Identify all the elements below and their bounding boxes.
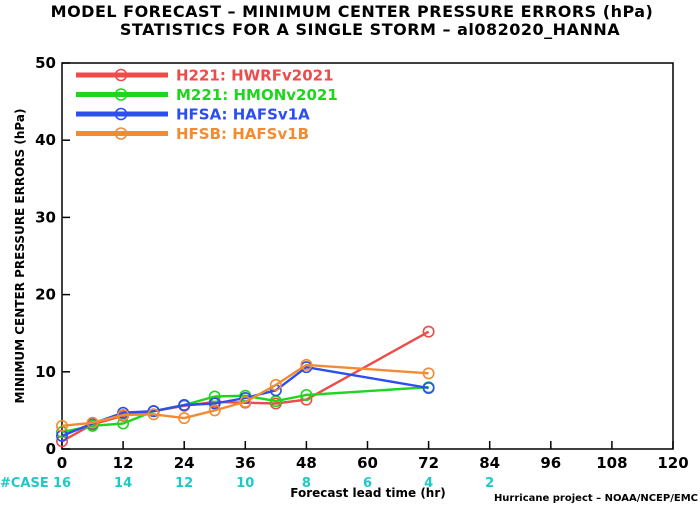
- series-layer: [55, 325, 435, 448]
- x-tick-label: 0: [57, 454, 67, 472]
- legend-label: HFSB: HAFSv1B: [176, 125, 309, 143]
- chart-subtitle: STATISTICS FOR A SINGLE STORM – al082020…: [120, 20, 620, 39]
- data-point: [178, 412, 191, 425]
- legend-label: M221: HMONv2021: [176, 86, 338, 104]
- case-count-value: 4: [424, 476, 433, 491]
- data-point: [208, 404, 221, 417]
- x-tick-label: 36: [235, 454, 256, 472]
- legend-label: H221: HWRFv2021: [176, 67, 334, 85]
- x-tick-label: 12: [113, 454, 134, 472]
- y-tick-label: 50: [35, 54, 56, 72]
- data-point: [422, 367, 435, 380]
- data-point: [300, 358, 313, 371]
- axis-ticks: 0 12 24 36 48 60 72 84 96 108 120 0 10 20 30 40 50: [35, 54, 689, 472]
- legend-item-m221: M221: HMONv2021: [76, 86, 338, 104]
- case-count-value: 14: [114, 476, 132, 491]
- y-tick-label: 30: [35, 208, 56, 226]
- y-tick-label: 10: [35, 363, 56, 381]
- legend-item-h221: H221: HWRFv2021: [76, 67, 334, 85]
- data-point: [239, 395, 252, 408]
- x-tick-label: 24: [174, 454, 195, 472]
- data-point: [86, 416, 99, 429]
- credit-text: Hurricane project – NOAA/NCEP/EMC: [494, 493, 698, 504]
- series-line: [61, 363, 429, 427]
- data-point: [117, 409, 130, 422]
- case-count-heading: #CASE: [0, 476, 49, 491]
- data-point: [422, 325, 435, 338]
- data-point: [300, 388, 313, 401]
- legend-marker: [114, 127, 128, 140]
- x-tick-label: 60: [357, 454, 378, 472]
- y-tick-label: 40: [35, 131, 56, 149]
- legend-marker: [114, 88, 128, 101]
- x-tick-label: 48: [296, 454, 317, 472]
- y-axis-label: MINIMUM CENTER PRESSURE ERRORS (hPa): [13, 109, 27, 404]
- data-point: [269, 378, 282, 391]
- case-count-value: 12: [175, 476, 193, 491]
- data-point: [147, 405, 160, 418]
- data-point: [208, 397, 221, 410]
- case-count-value: 16: [53, 476, 71, 491]
- case-counts: #CASE 16 14 12 10 8 6 4 2: [0, 476, 494, 491]
- legend-marker: [114, 107, 128, 121]
- legend-label: HFSA: HAFSv1A: [176, 106, 310, 124]
- legend-item-hfsb: HFSB: HAFSv1B: [76, 125, 309, 143]
- y-tick-label: 20: [35, 286, 56, 304]
- data-point: [55, 419, 68, 432]
- data-point: [422, 382, 435, 395]
- case-count-value: 8: [302, 476, 311, 491]
- series-line: [61, 386, 429, 434]
- y-tick-label: 0: [46, 440, 56, 458]
- x-tick-label: 72: [418, 454, 439, 472]
- data-point: [147, 408, 160, 421]
- x-tick-label: 120: [657, 454, 688, 472]
- case-count-value: 2: [485, 476, 494, 491]
- data-point: [178, 398, 191, 411]
- legend-item-hfsa: HFSA: HAFSv1A: [76, 106, 310, 124]
- series-h221: [55, 325, 435, 448]
- case-count-value: 6: [363, 476, 372, 491]
- data-point: [55, 426, 68, 439]
- legend-marker: [114, 68, 128, 82]
- case-count-value: 10: [236, 476, 254, 491]
- x-tick-label: 108: [596, 454, 627, 472]
- series-hfsb: [55, 358, 435, 432]
- chart-title: MODEL FORECAST – MINIMUM CENTER PRESSURE…: [51, 2, 654, 21]
- x-tick-label: 84: [479, 454, 500, 472]
- series-m221: [55, 381, 435, 439]
- x-tick-label: 96: [540, 454, 561, 472]
- data-point: [55, 435, 68, 448]
- x-axis-label: Forecast lead time (hr): [290, 486, 446, 500]
- data-point: [208, 390, 221, 403]
